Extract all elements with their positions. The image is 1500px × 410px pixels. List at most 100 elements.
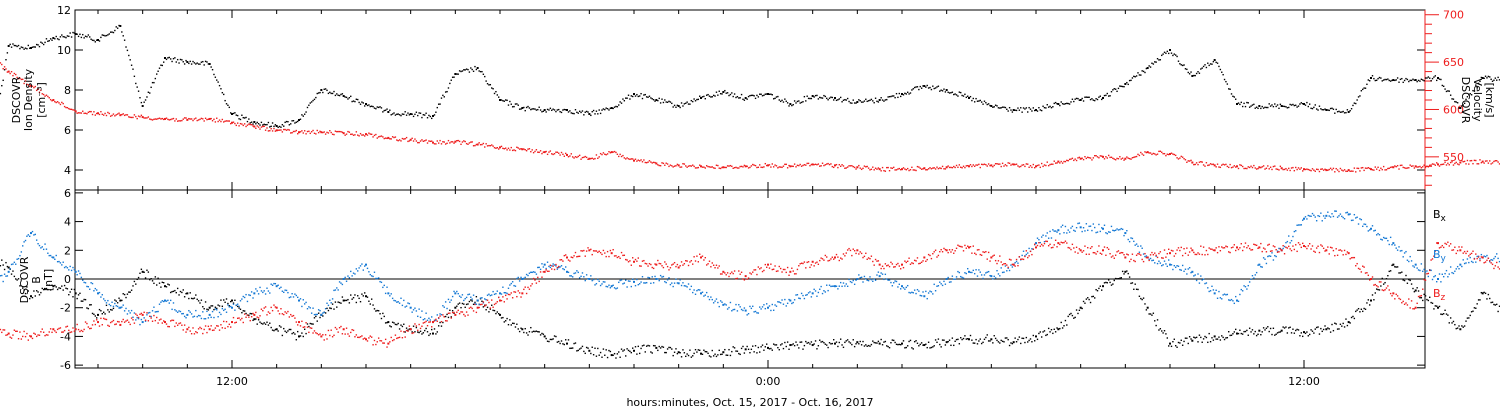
data-point xyxy=(594,157,596,160)
data-point xyxy=(595,282,598,285)
data-point xyxy=(123,39,126,41)
data-point xyxy=(749,166,751,169)
data-point xyxy=(154,118,157,120)
data-point xyxy=(1444,309,1446,312)
data-point xyxy=(119,306,122,309)
data-point xyxy=(799,102,801,104)
data-point xyxy=(206,308,208,310)
data-point xyxy=(1027,163,1029,165)
data-point xyxy=(1449,317,1452,319)
data-point xyxy=(705,94,708,96)
data-point xyxy=(671,165,673,167)
data-point xyxy=(340,282,342,284)
data-point xyxy=(585,274,588,276)
data-point xyxy=(1068,158,1071,161)
data-point xyxy=(1362,88,1364,91)
data-point xyxy=(754,310,757,313)
data-point xyxy=(1036,164,1039,167)
data-point xyxy=(1283,327,1286,329)
data-point xyxy=(711,96,713,98)
data-point xyxy=(731,310,733,312)
data-point xyxy=(149,311,151,314)
data-point xyxy=(746,314,748,316)
data-point xyxy=(994,163,997,165)
data-point xyxy=(803,164,806,166)
data-point xyxy=(451,295,454,298)
data-point xyxy=(345,133,348,135)
data-point xyxy=(140,268,143,270)
data-point xyxy=(74,292,77,295)
data-point xyxy=(534,271,536,274)
data-point xyxy=(418,308,420,310)
data-point xyxy=(891,95,894,97)
data-point xyxy=(1341,111,1343,113)
data-point xyxy=(743,99,746,101)
data-point xyxy=(760,93,762,95)
data-point xyxy=(866,345,868,347)
data-point xyxy=(893,339,895,342)
data-point xyxy=(330,302,332,304)
data-point xyxy=(950,166,952,169)
data-point xyxy=(1429,296,1431,299)
data-point xyxy=(518,280,521,282)
data-point xyxy=(679,166,681,168)
y-tick-label: 4 xyxy=(64,164,71,177)
data-point xyxy=(1193,336,1195,338)
data-point xyxy=(690,356,693,358)
data-point xyxy=(396,301,398,303)
data-point xyxy=(415,326,418,329)
data-point xyxy=(1296,106,1298,108)
data-point xyxy=(62,289,64,291)
data-point xyxy=(440,143,443,145)
data-point xyxy=(77,270,80,272)
data-point xyxy=(31,85,34,87)
data-point xyxy=(1029,338,1032,340)
data-point xyxy=(518,330,521,333)
data-point xyxy=(659,102,662,104)
data-point xyxy=(37,88,39,90)
data-point xyxy=(919,85,921,88)
data-point xyxy=(1269,166,1272,168)
data-point xyxy=(1441,163,1443,166)
data-point xyxy=(1276,332,1279,334)
data-point xyxy=(665,351,667,354)
data-point xyxy=(740,93,743,96)
data-point xyxy=(692,355,694,357)
data-point xyxy=(376,277,378,280)
data-point xyxy=(645,345,648,347)
data-point xyxy=(750,165,753,167)
data-point xyxy=(482,73,485,75)
data-point xyxy=(676,104,679,107)
data-point xyxy=(122,304,124,306)
data-point xyxy=(841,101,843,103)
data-point xyxy=(467,303,469,305)
data-point xyxy=(414,113,416,115)
data-point xyxy=(1306,331,1308,333)
data-point xyxy=(848,100,850,103)
data-point xyxy=(358,297,360,300)
data-point xyxy=(1170,345,1173,348)
data-point xyxy=(411,137,413,140)
data-point xyxy=(905,346,907,349)
data-point xyxy=(849,280,852,283)
data-point xyxy=(1324,108,1326,110)
data-point xyxy=(1300,167,1303,169)
data-point xyxy=(1202,338,1205,340)
data-point xyxy=(1054,162,1057,164)
data-point xyxy=(1267,326,1269,328)
data-point xyxy=(1003,106,1005,108)
data-point xyxy=(375,133,377,136)
data-point xyxy=(664,99,666,101)
data-point xyxy=(1403,167,1406,169)
data-point xyxy=(590,275,592,277)
data-point xyxy=(1477,163,1480,165)
data-point xyxy=(401,113,404,115)
data-point xyxy=(239,308,242,310)
data-point xyxy=(34,46,36,48)
data-point xyxy=(973,342,976,344)
data-point xyxy=(609,287,612,289)
data-point xyxy=(1422,299,1424,302)
data-point xyxy=(620,348,623,350)
data-point xyxy=(368,104,370,106)
data-point xyxy=(743,164,746,167)
